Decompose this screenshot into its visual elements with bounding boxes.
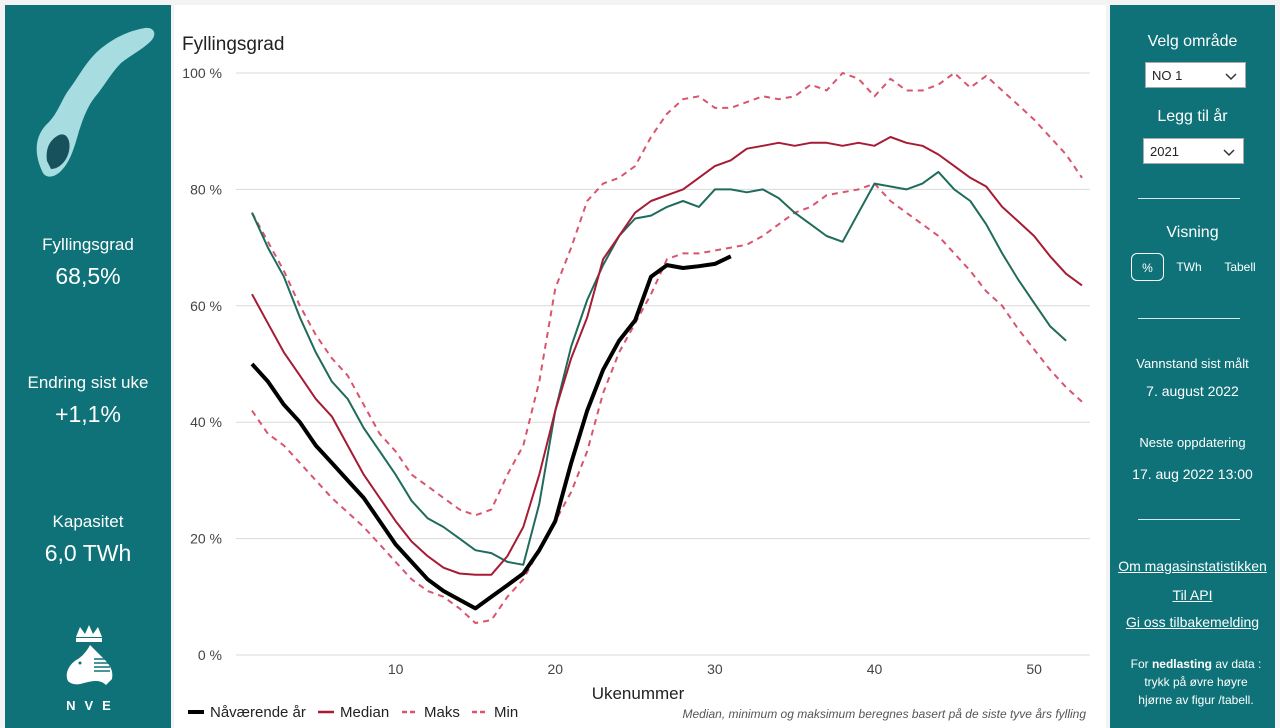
chart-footnote: Median, minimum og maksimum beregnes bas… — [682, 707, 1087, 721]
x-tick-label: 10 — [388, 661, 404, 677]
kpi-label: Kapasitet — [52, 512, 124, 531]
y-tick-label: 60 % — [190, 298, 222, 314]
link-feedback-wrap: Gi oss tilbakemelding — [1110, 614, 1275, 632]
y-tick-label: 80 % — [190, 181, 222, 197]
chart-area: Fyllingsgrad 0 % 20 % 40 % 60 % 80 % 100 % 10… — [174, 5, 1106, 728]
legend-item[interactable]: Nåværende år — [188, 704, 306, 721]
area-select[interactable]: NO 1 — [1145, 62, 1246, 88]
chevron-down-icon — [1225, 73, 1237, 81]
y-tick-label: 100 % — [182, 65, 222, 81]
year-select-value: 2021 — [1150, 144, 1179, 159]
legend-label: Median — [340, 704, 389, 721]
area-title: Velg område — [1147, 33, 1238, 50]
kpi-label: Endring sist uke — [27, 373, 149, 392]
year-select[interactable]: 2021 — [1143, 138, 1244, 164]
y-tick-label: 20 % — [190, 531, 222, 547]
kpi-value: +1,1% — [55, 401, 121, 427]
legend-label: Nåværende år — [210, 704, 306, 721]
download-suffix: av data : trykk på øvre høyre hjørne av … — [1138, 657, 1262, 707]
link-om-magasinstatistikken[interactable]: Om magasinstatistikken — [1118, 558, 1267, 574]
kpi-endring: Endring sist uke +1,1% — [5, 373, 171, 428]
download-note: For nedlasting av data : trykk på øvre h… — [1126, 655, 1266, 709]
download-bold: nedlasting — [1151, 657, 1212, 671]
legend-label: Maks — [424, 704, 460, 721]
nve-crest-icon — [66, 625, 113, 685]
y-tick-label: 0 % — [198, 647, 222, 663]
water-label: Vannstand sist målt — [1136, 356, 1249, 371]
chevron-down-icon — [1223, 149, 1235, 157]
next-update-date: 17. aug 2022 13:00 — [1132, 466, 1253, 482]
right-panel: Velg område NO 1 Legg til år 2021 Visnin… — [1110, 5, 1275, 728]
legend-label: Min — [494, 704, 518, 721]
divider — [1138, 519, 1240, 520]
x-tick-label: 40 — [867, 661, 883, 677]
y-tick-label: 40 % — [190, 414, 222, 430]
download-prefix: For — [1130, 657, 1152, 671]
view-toggle-group: % TWh Tabell — [1131, 253, 1271, 283]
view-option-tabell[interactable]: Tabell — [1224, 260, 1256, 274]
norway-map-icon[interactable] — [23, 23, 163, 188]
view-option-twh[interactable]: TWh — [1176, 260, 1202, 274]
link-statistikk-wrap: Om magasinstatistikken — [1110, 558, 1275, 576]
series-line-median[interactable] — [251, 136, 1083, 576]
kpi-label: Fyllingsgrad — [42, 235, 134, 254]
fyllingsgrad-chart[interactable]: 0 % 20 % 40 % 60 % 80 % 100 % 10 20 30 40 50 Uken… — [174, 5, 1106, 728]
series-line-n-v-rende-r[interactable] — [250, 254, 732, 611]
legend-item[interactable]: Maks — [402, 704, 460, 721]
legend-item[interactable]: Median — [318, 704, 389, 721]
kpi-kapasitet: Kapasitet 6,0 TWh — [5, 512, 171, 567]
view-title: Visning — [1166, 224, 1219, 241]
series-line-2021[interactable] — [251, 170, 1067, 566]
kpi-value: 6,0 TWh — [44, 540, 132, 566]
chart-title: Fyllingsgrad — [182, 34, 285, 55]
legend-item[interactable]: Min — [472, 704, 518, 721]
link-api-wrap: Til API — [1110, 587, 1275, 605]
series-line-min[interactable] — [251, 182, 1083, 624]
kpi-fyllingsgrad: Fyllingsgrad 68,5% — [5, 235, 171, 290]
link-gi-oss-tilbakemelding[interactable]: Gi oss tilbakemelding — [1125, 614, 1260, 630]
logo-text: NVE — [66, 698, 120, 713]
x-axis-label: Ukenummer — [592, 684, 685, 703]
link-til-api[interactable]: Til API — [1172, 587, 1213, 603]
area-select-value: NO 1 — [1152, 68, 1183, 83]
series-line-maks[interactable] — [251, 72, 1083, 517]
divider — [1138, 318, 1240, 319]
x-tick-label: 20 — [547, 661, 563, 677]
water-date: 7. august 2022 — [1146, 383, 1239, 399]
nve-logo: NVE — [51, 623, 127, 713]
kpi-value: 68,5% — [55, 263, 121, 289]
next-update-label: Neste oppdatering — [1139, 435, 1246, 450]
x-tick-label: 30 — [707, 661, 723, 677]
view-option-percent[interactable]: % — [1131, 253, 1164, 281]
x-tick-label: 50 — [1026, 661, 1042, 677]
left-panel: Fyllingsgrad 68,5% Endring sist uke +1,1… — [5, 5, 171, 728]
divider — [1138, 198, 1240, 199]
year-title: Legg til år — [1157, 108, 1228, 125]
